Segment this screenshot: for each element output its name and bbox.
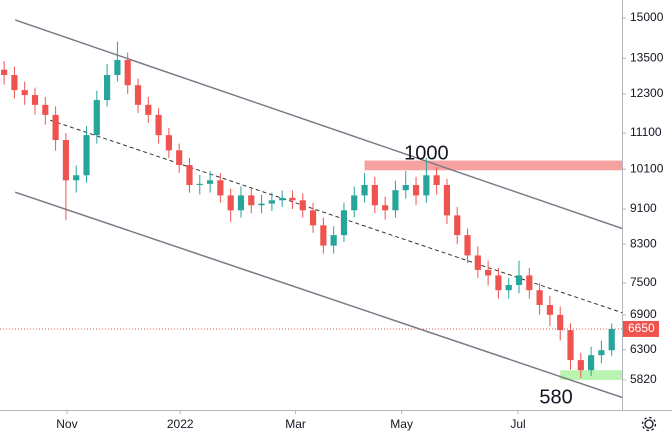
y-tick-label: 7500	[630, 275, 657, 289]
candle-body	[577, 360, 584, 371]
candle-body	[536, 290, 543, 306]
last-price-label: 6650	[628, 321, 655, 335]
candle-body	[52, 114, 59, 141]
x-tick-label: May	[390, 417, 413, 431]
candle-body	[351, 195, 358, 211]
y-tick-label: 12300	[630, 86, 664, 100]
y-tick-label: 10100	[630, 161, 664, 175]
candle-body	[176, 150, 183, 166]
candle-body	[217, 180, 224, 196]
candle-body	[546, 305, 554, 315]
candle-body	[608, 328, 615, 351]
trend-line	[14, 19, 622, 230]
y-tick-label: 9100	[630, 201, 657, 215]
candle-body	[134, 85, 142, 105]
y-tick-label: 15000	[630, 10, 664, 24]
gear-center	[644, 419, 654, 429]
x-tick-label: Jul	[510, 417, 525, 431]
trend-line	[14, 191, 622, 399]
candle-body	[485, 269, 492, 276]
y-tick-label: 5820	[630, 372, 657, 386]
annotation: 1000	[404, 143, 449, 165]
x-tick-label: 2022	[167, 417, 194, 431]
candle-body	[299, 200, 306, 211]
candle-body	[268, 200, 275, 204]
candle-body	[42, 104, 49, 115]
candle-body	[464, 235, 471, 256]
trend-line	[49, 119, 622, 314]
candle-body	[196, 183, 203, 186]
candle-body	[320, 225, 327, 246]
candle-body	[155, 114, 162, 136]
zone	[364, 160, 622, 171]
y-tick-label: 11100	[630, 125, 662, 139]
x-tick-label: Nov	[56, 417, 77, 431]
candle-body	[62, 140, 69, 181]
candle-body	[433, 175, 440, 186]
candle-body	[124, 59, 131, 86]
candle-body	[361, 185, 368, 196]
candle-body	[567, 330, 574, 361]
candle-body	[392, 190, 399, 211]
y-tick-label: 6900	[630, 307, 657, 321]
settings-icon[interactable]	[641, 416, 657, 432]
candle-body	[206, 180, 214, 184]
candle-body	[83, 135, 90, 176]
y-tick-label: 8300	[630, 236, 657, 250]
candle-body	[330, 235, 337, 246]
candle-body	[382, 205, 389, 211]
candle-body	[31, 95, 39, 105]
candle-body	[165, 135, 172, 151]
candle-body	[423, 175, 430, 196]
candle-body	[186, 165, 193, 186]
y-tick-label: 6300	[630, 342, 657, 356]
candle-body	[258, 203, 265, 206]
y-tick-label: 13500	[630, 50, 664, 64]
candle-body	[443, 185, 451, 216]
candle-body	[279, 197, 286, 201]
candle-body	[474, 255, 481, 270]
candle-body	[505, 285, 512, 291]
plot-area	[0, 19, 622, 399]
candle-body	[21, 90, 28, 96]
x-tick-label: Mar	[285, 417, 306, 431]
candle-body	[588, 355, 595, 371]
annotation: 580	[539, 386, 572, 408]
candle-body	[526, 275, 533, 291]
candle-body	[371, 185, 378, 206]
candle-body	[73, 175, 80, 181]
candle-body	[237, 195, 245, 211]
candle-body	[248, 195, 255, 206]
candle-body	[495, 275, 502, 291]
gear-teeth	[641, 416, 657, 432]
candle-body	[1, 69, 8, 76]
candle-body	[93, 100, 100, 136]
candle-body	[104, 75, 111, 101]
candle-body	[11, 75, 18, 91]
last-price-badge	[623, 320, 659, 337]
candle-body	[598, 350, 605, 356]
candle-body	[412, 185, 420, 196]
candle-body	[145, 104, 152, 115]
candle-body	[454, 215, 461, 236]
candle-body	[114, 59, 121, 76]
candle-body	[227, 195, 234, 211]
candle-body	[289, 197, 296, 201]
candle-body	[515, 275, 523, 286]
candle-body	[557, 314, 564, 331]
candle-body	[340, 210, 348, 236]
candle-body	[309, 210, 317, 226]
candle-body	[402, 185, 409, 191]
